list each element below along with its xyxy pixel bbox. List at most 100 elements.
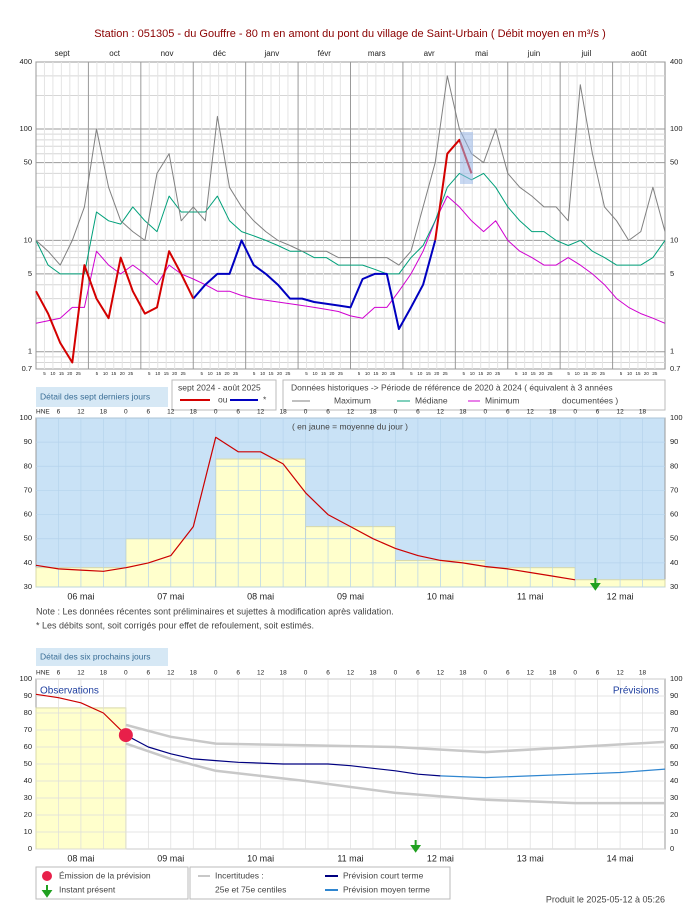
y-tick-label: 30 [24,582,32,591]
legend-label: 25e et 75e centiles [215,884,286,894]
y-tick-label: 50 [670,158,678,167]
chart-title: Station : 051305 - du Gouffre - 80 m en … [94,28,606,40]
month-label: mai [475,49,488,58]
y-tick-label: 90 [24,691,32,700]
x-tick-label: 12 [257,670,265,677]
x-tick-label: 12 [616,409,624,416]
y-tick-label: 1 [670,347,674,356]
day-tick-label: 15 [583,371,589,376]
day-label: 12 mai [607,591,634,601]
day-label: 09 mai [337,591,364,601]
x-tick-label: 6 [506,670,510,677]
y-tick-label: 60 [670,510,678,519]
annotation: Prévisions [613,686,659,697]
day-label: 06 mai [67,591,94,601]
y-tick-label: 1 [28,347,32,356]
month-label: sept [55,49,71,58]
y-tick-label: 5 [28,269,32,278]
day-tick-label: 15 [59,371,65,376]
day-tick-label: 10 [522,371,528,376]
y-tick-label: 30 [670,582,678,591]
day-tick-label: 25 [338,371,344,376]
y-tick-label: 40 [670,776,678,785]
day-tick-label: 25 [233,371,239,376]
x-tick-label: 12 [347,670,355,677]
day-tick-label: 5 [620,371,623,376]
y-tick-label: 80 [670,461,678,470]
footer: Produit le 2025-05-12 à 05:26 [546,894,665,904]
day-tick-label: 5 [515,371,518,376]
legend-history: documentées ) [562,395,618,405]
day-tick-label: 25 [495,371,501,376]
series-line [35,75,666,266]
x-tick-label: 6 [326,670,330,677]
y-tick-label: 0.7 [670,364,680,373]
y-tick-label: 40 [670,558,678,567]
day-tick-label: 10 [103,371,109,376]
day-tick-label: 25 [76,371,82,376]
day-tick-label: 15 [373,371,379,376]
note: * Les débits sont, soit corrigés pour ef… [36,620,314,630]
day-tick-label: 5 [463,371,466,376]
day-tick-label: 25 [390,371,396,376]
x-tick-label: 18 [100,670,108,677]
day-tick-label: 20 [644,371,650,376]
day-label: 11 mai [337,853,363,863]
day-tick-label: 5 [148,371,151,376]
month-label: déc [213,49,226,58]
x-tick-label: 0 [304,409,308,416]
day-tick-label: 10 [365,371,371,376]
y-tick-label: 5 [670,269,674,278]
series-line [35,436,576,581]
y-tick-label: 50 [670,759,678,768]
day-tick-label: 25 [128,371,134,376]
section-box [36,387,168,407]
x-tick-label: 0 [214,670,218,677]
y-tick-label: 100 [19,674,32,683]
y-tick-label: 100 [19,413,32,422]
y-tick-label: 100 [670,124,683,133]
y-tick-label: 50 [24,158,32,167]
day-label: 08 mai [67,853,94,863]
x-tick-label: 18 [459,670,467,677]
x-tick-label: 6 [57,670,61,677]
y-tick-label: 60 [24,742,32,751]
day-tick-label: 5 [358,371,361,376]
legend-label: Instant présent [59,884,116,894]
day-label: 08 mai [247,591,274,601]
y-tick-label: 50 [24,759,32,768]
x-tick-label: 12 [616,670,624,677]
x-tick-label: 0 [214,409,218,416]
x-tick-label: 0 [573,670,577,677]
day-tick-label: 10 [260,371,266,376]
legend-label: Incertitudes : [215,870,264,880]
day-tick-label: 20 [487,371,493,376]
legend-label: Maximum [334,395,371,405]
day-tick-label: 5 [567,371,570,376]
y-tick-label: 90 [24,437,32,446]
day-tick-label: 20 [120,371,126,376]
x-tick-label: 12 [437,670,445,677]
note: Note : Les données récentes sont prélimi… [36,606,394,616]
x-tick-label: 6 [236,670,240,677]
day-tick-label: 5 [253,371,256,376]
day-tick-label: 25 [652,371,658,376]
x-tick-label: 12 [437,409,445,416]
day-label: 07 mai [157,591,184,601]
x-tick-label: 6 [596,409,600,416]
x-tick-label: 6 [326,409,330,416]
month-label: nov [161,49,174,58]
series-line [35,172,666,275]
month-label: août [631,49,647,58]
y-tick-label: 10 [24,235,32,244]
x-tick-label: 12 [167,409,175,416]
day-tick-label: 20 [225,371,231,376]
day-tick-label: 10 [312,371,318,376]
forecast-line [440,768,666,779]
x-tick-label: 18 [279,409,287,416]
series-line [192,239,437,330]
y-tick-label: 90 [670,691,678,700]
day-label: 10 mai [427,591,454,601]
day-tick-label: 5 [305,371,308,376]
